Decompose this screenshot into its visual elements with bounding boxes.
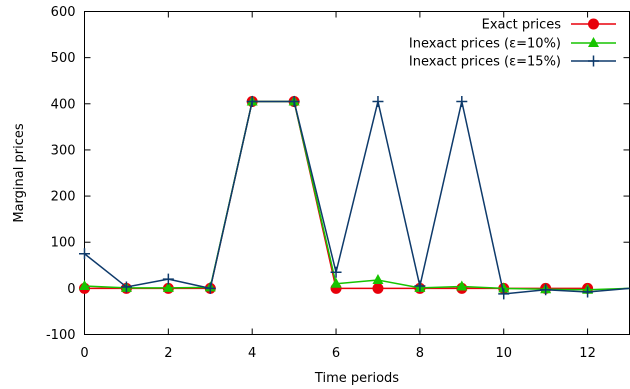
y-tick-label: 600 <box>51 5 76 20</box>
x-tick-label: 8 <box>416 346 424 361</box>
series-layer <box>79 95 630 300</box>
series-line <box>84 100 630 291</box>
data-point <box>498 288 510 300</box>
legend-marker <box>588 55 599 67</box>
x-tick-label: 4 <box>248 346 256 361</box>
data-point <box>372 95 384 107</box>
data-point <box>79 280 90 291</box>
x-tick-label: 10 <box>495 346 512 361</box>
legend-marker <box>588 37 599 47</box>
series-group <box>79 95 630 294</box>
data-point <box>456 280 468 291</box>
data-point <box>162 273 174 285</box>
y-axis-title: Marginal prices <box>12 123 27 222</box>
series-line <box>84 100 588 290</box>
data-point <box>456 95 468 107</box>
x-axis-title: Time periods <box>314 371 399 386</box>
data-point <box>330 266 342 278</box>
axis-ticks: 0 2 4 6 8 10 12 -100 0 100 200 300 400 500 600 <box>46 5 630 361</box>
y-tick-label: 100 <box>51 236 76 251</box>
y-tick-label: -100 <box>46 328 76 343</box>
x-tick-label: 2 <box>164 346 172 361</box>
data-point <box>204 282 216 294</box>
legend-label: Inexact prices (ε=10%) <box>409 37 561 52</box>
legend-marker <box>588 18 599 30</box>
legend-label: Inexact prices (ε=15%) <box>409 55 561 70</box>
y-tick-label: 500 <box>51 51 76 66</box>
y-tick-label: 0 <box>67 282 75 297</box>
x-tick-label: 0 <box>80 346 88 361</box>
legend-label: Exact prices <box>482 18 562 33</box>
legend: Exact prices Inexact prices (ε=10%) Inexac… <box>409 18 616 70</box>
x-tick-label: 12 <box>579 346 596 361</box>
data-point <box>582 286 594 298</box>
series-line <box>84 100 630 295</box>
y-tick-label: 400 <box>51 97 76 112</box>
data-point <box>288 95 300 107</box>
data-point <box>540 284 552 296</box>
data-point <box>246 95 258 107</box>
data-point <box>79 248 90 260</box>
data-point <box>372 274 384 285</box>
series-group <box>79 95 630 300</box>
series-group <box>79 95 594 294</box>
data-point <box>372 282 384 294</box>
y-tick-label: 300 <box>51 143 76 158</box>
y-tick-label: 200 <box>51 190 76 205</box>
data-point <box>162 281 174 292</box>
data-point <box>120 281 132 293</box>
x-tick-label: 6 <box>332 346 340 361</box>
data-point <box>330 277 342 288</box>
data-point <box>414 280 426 292</box>
data-point <box>498 282 510 293</box>
